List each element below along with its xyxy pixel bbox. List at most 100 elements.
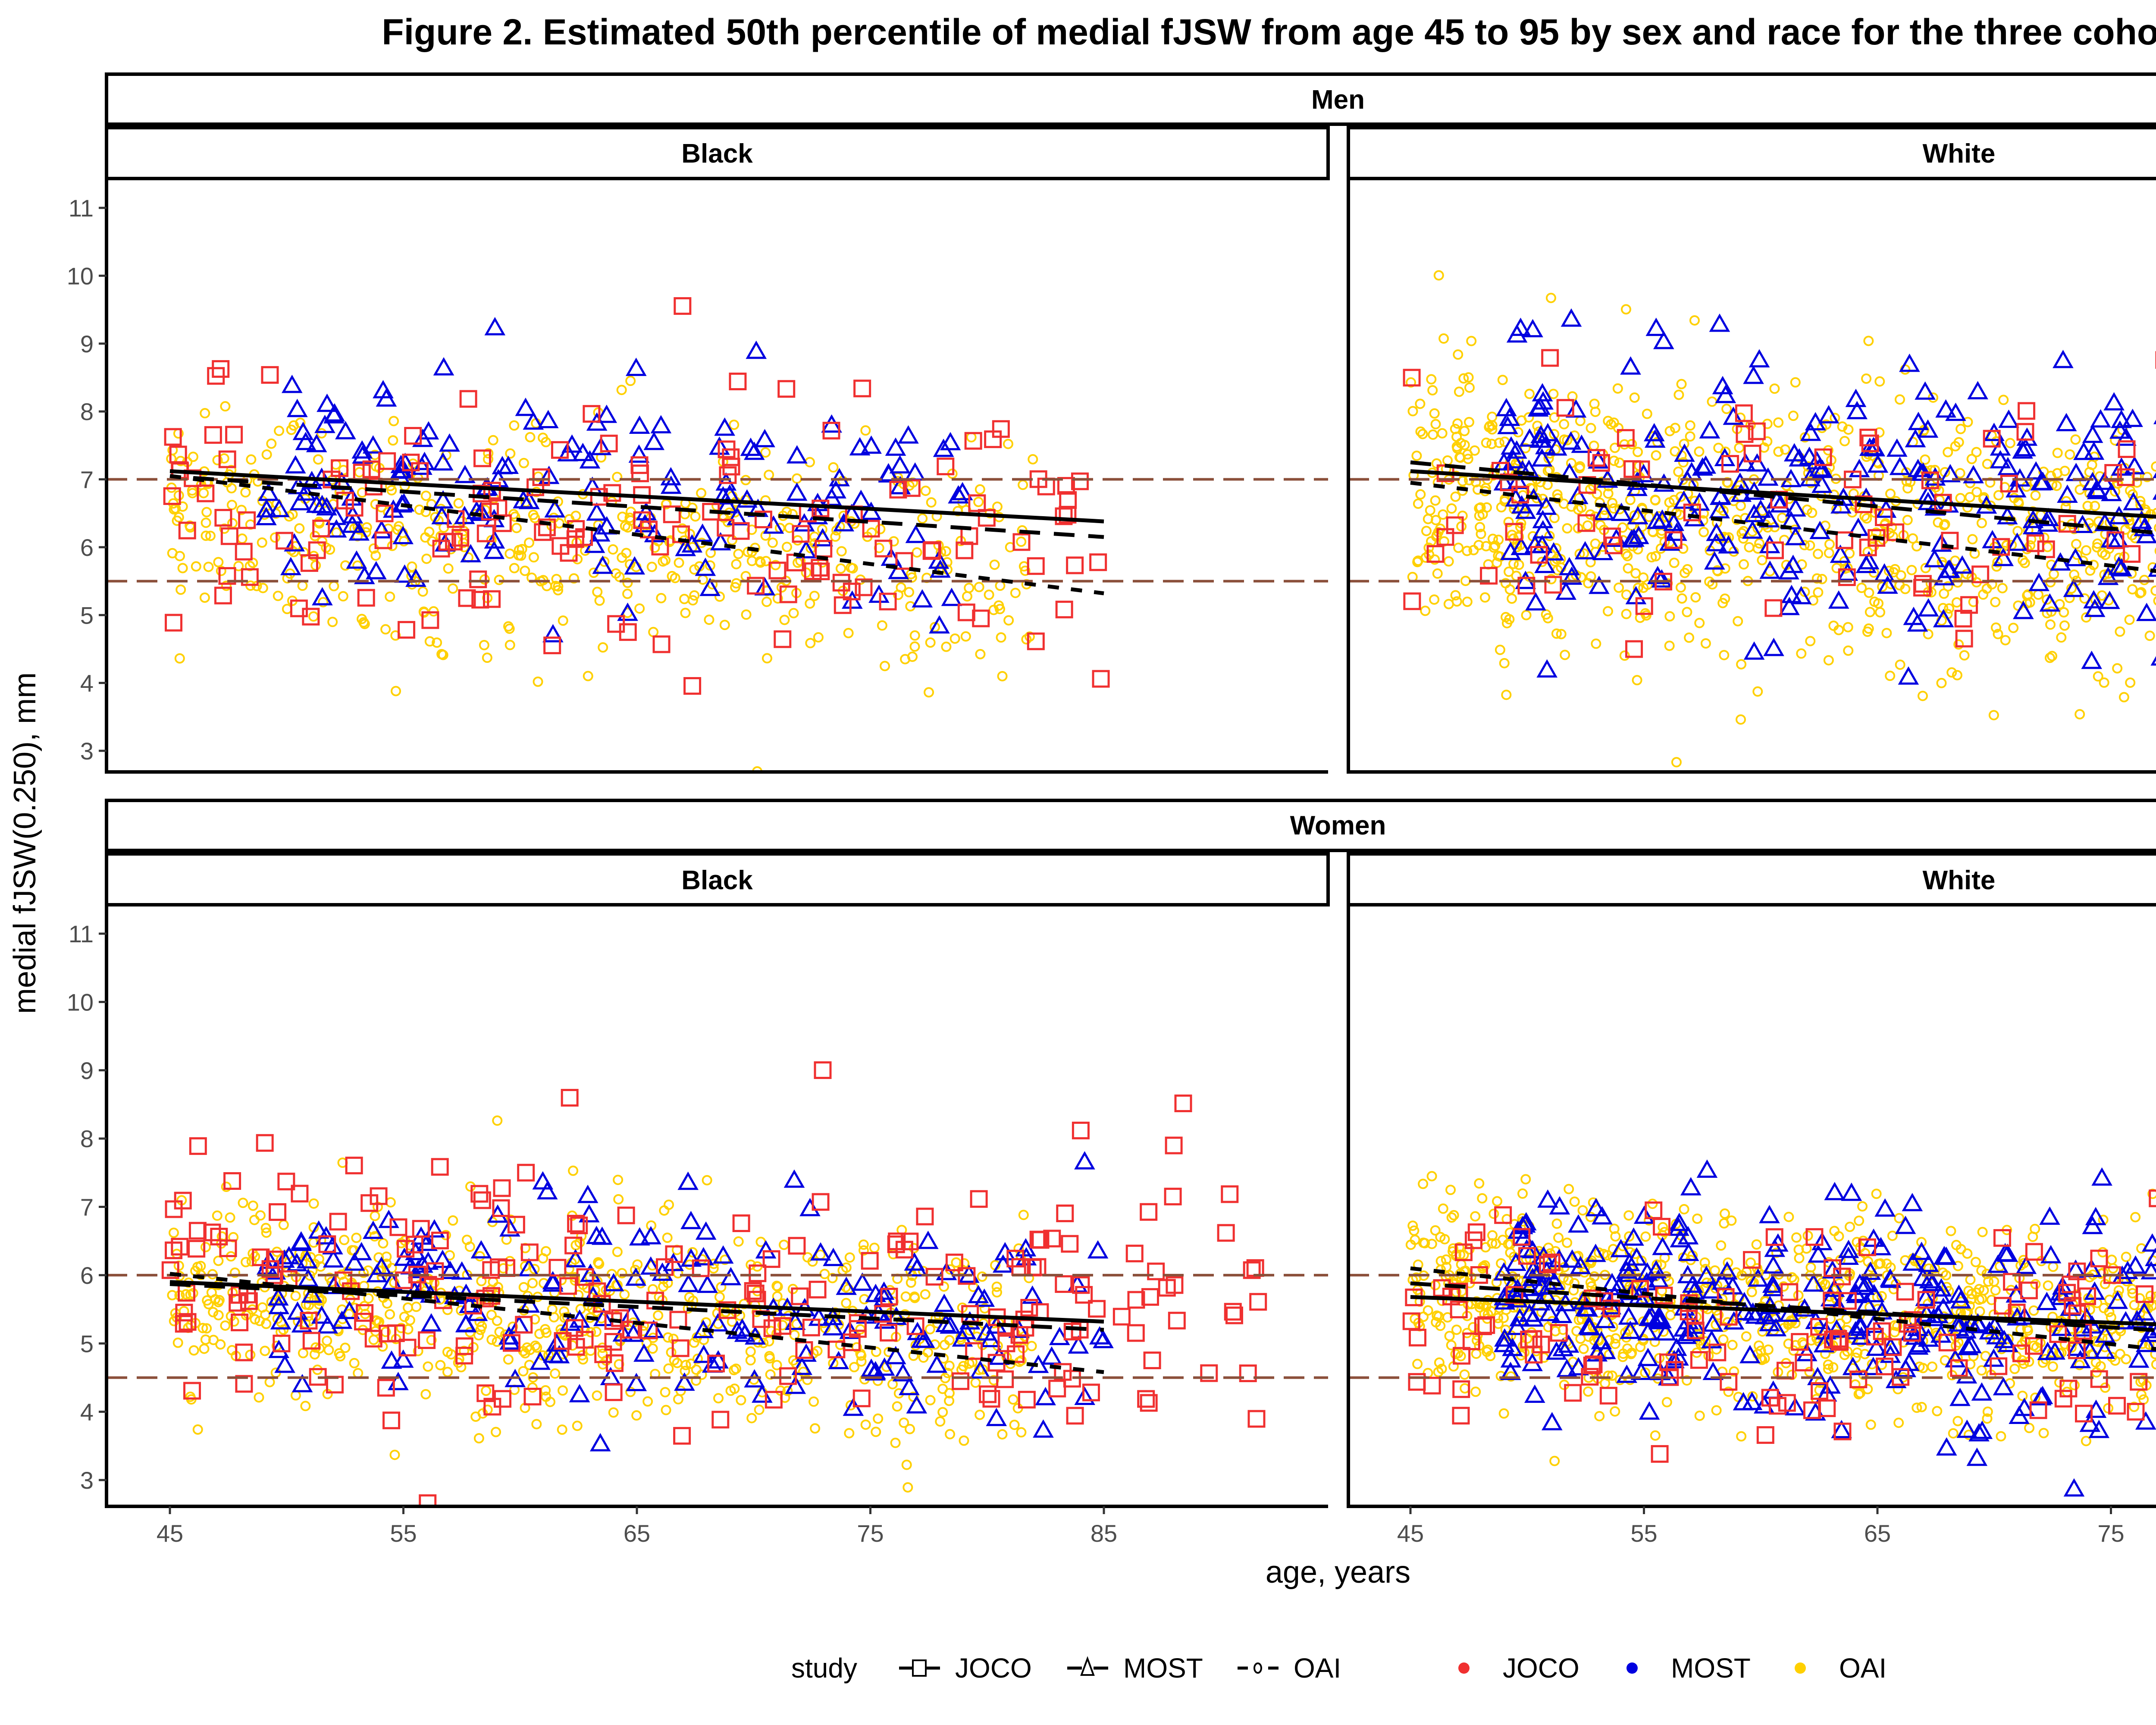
data-point-oai [260, 1346, 270, 1356]
data-point-most [1655, 1322, 1677, 1341]
data-point-oai [1549, 429, 1560, 439]
data-point-oai [2151, 1359, 2156, 1370]
data-point-oai [1933, 517, 1943, 528]
data-point-most [2150, 1324, 2156, 1336]
data-point-most [1984, 423, 2005, 441]
data-point-oai [1455, 452, 1466, 463]
data-point-most [2150, 656, 2156, 666]
data-point-joco [1765, 1228, 1783, 1246]
data-point-most [1867, 454, 1889, 473]
data-point-most [1626, 471, 1648, 490]
data-point-oai [659, 1205, 670, 1216]
data-point-oai [1608, 503, 1619, 514]
data-point-oai [1504, 584, 1515, 595]
y-tick-label: 3 [80, 1467, 94, 1494]
data-point-most [929, 615, 950, 634]
data-point-most [720, 1267, 742, 1286]
data-point-oai [420, 1389, 431, 1400]
data-point-joco [1830, 1333, 1849, 1351]
data-point-joco [1446, 516, 1464, 534]
data-point-oai [1719, 650, 1730, 661]
data-point-most [763, 515, 784, 534]
data-point-oai [300, 1401, 311, 1411]
data-point-joco [2075, 1405, 2093, 1423]
data-point-oai [200, 1242, 211, 1252]
data-point-joco [1031, 1231, 1050, 1249]
data-point-joco [622, 1321, 640, 1339]
data-point-oai [1971, 1257, 1981, 1267]
data-point-oai [1575, 461, 1586, 472]
data-point-most [1531, 448, 1553, 467]
data-point-most [629, 415, 650, 434]
data-point-most [948, 485, 969, 504]
data-point-most [1945, 1349, 1966, 1367]
data-point-joco [476, 1384, 495, 1402]
data-point-oai [1917, 690, 1928, 701]
data-point-oai [1754, 538, 1765, 549]
data-point-most [712, 1245, 734, 1264]
data-point-oai [1412, 556, 1423, 567]
data-point-joco [2106, 531, 2125, 549]
data-point-most [2044, 1341, 2065, 1360]
data-point-most [1993, 548, 2014, 566]
data-point-most [548, 1345, 570, 1364]
data-point-oai [1665, 1310, 1676, 1320]
data-point-oai [802, 1252, 813, 1263]
data-point-joco [1057, 477, 1075, 495]
data-point-oai [1773, 417, 1784, 428]
data-point-oai [1916, 1237, 1927, 1248]
data-point-joco [566, 1319, 584, 1337]
data-point-oai [335, 1351, 346, 1361]
data-point-most [2136, 1333, 2156, 1352]
data-point-most [2009, 1405, 2030, 1424]
data-point-most [1627, 506, 1648, 524]
data-point-oai [777, 1320, 788, 1330]
data-point-oai [1990, 597, 2001, 608]
data-point-oai [621, 548, 632, 558]
data-point-most [301, 1284, 323, 1303]
data-point-oai [2009, 1364, 2020, 1374]
data-point-oai [568, 573, 579, 584]
data-point-oai [1477, 1193, 1488, 1204]
data-point-oai [1549, 1455, 1560, 1466]
data-point-oai [200, 408, 210, 419]
data-point-most [2101, 483, 2122, 502]
data-point-most [825, 480, 846, 499]
data-point-most [680, 1248, 702, 1267]
data-point-oai [679, 593, 690, 604]
data-point-oai [1524, 389, 1535, 399]
y-tick-label: 3 [80, 737, 94, 765]
data-point-oai [553, 585, 564, 596]
data-point-oai [1974, 1306, 1985, 1317]
data-point-oai [634, 603, 645, 614]
data-point-oai [1865, 1419, 1876, 1430]
data-point-oai [960, 631, 971, 642]
data-point-oai [323, 1345, 334, 1355]
data-point-oai [1734, 442, 1745, 453]
data-point-most [348, 522, 370, 541]
data-point-oai [1677, 593, 1687, 604]
data-point-joco [1617, 429, 1635, 447]
data-point-oai [1430, 515, 1441, 526]
data-point-most [1922, 1273, 1943, 1291]
data-point-most [1652, 1236, 1673, 1255]
data-point-joco [604, 1333, 622, 1351]
data-point-oai [294, 523, 305, 534]
data-point-oai [1624, 1231, 1635, 1242]
data-point-oai [622, 577, 633, 588]
data-point-oai [2069, 569, 2080, 580]
data-point-oai [1982, 1413, 1993, 1424]
x-tick-label: 75 [857, 1520, 884, 1547]
data-point-oai [871, 1346, 881, 1357]
data-point-oai [212, 455, 223, 466]
data-point-oai [667, 571, 677, 581]
data-point-joco [515, 1316, 533, 1334]
data-point-oai [719, 620, 730, 630]
data-point-oai [411, 1302, 422, 1312]
data-point-oai [1694, 446, 1705, 457]
data-point-most [1838, 1239, 1859, 1258]
data-point-joco [1603, 527, 1621, 546]
data-point-joco [1027, 632, 1045, 650]
data-point-joco [583, 405, 601, 423]
data-point-most [755, 1240, 777, 1259]
